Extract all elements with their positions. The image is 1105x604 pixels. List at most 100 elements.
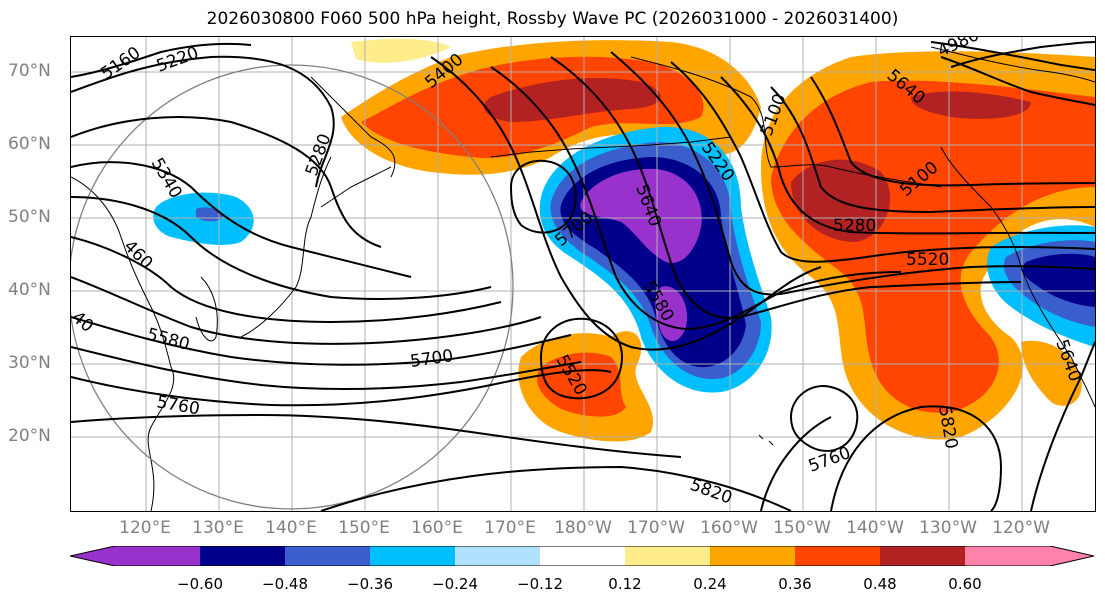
contour-ridge-e-4 — [1030, 341, 1095, 511]
contour-5520-w — [71, 276, 542, 345]
reference-circle — [71, 64, 514, 510]
map-panel[interactable]: 5160 5220 4980 5100 5640 5280 5400 5220 … — [70, 36, 1096, 512]
colorbar-tick: −0.12 — [517, 575, 563, 593]
coast-kurils — [320, 166, 392, 208]
lon-label-180w: 180°W — [554, 518, 612, 538]
contour-trough-2 — [490, 66, 902, 331]
coast-asia — [71, 176, 175, 511]
contour-closed-low — [539, 317, 623, 400]
contour-ridge-e-1 — [830, 405, 1003, 511]
contour-trough-6 — [720, 76, 1095, 235]
colorbar-tick: 0.36 — [778, 575, 812, 593]
colorbar-segment — [710, 546, 795, 566]
contour-5460 — [71, 236, 502, 324]
contour-trough-4 — [610, 51, 1095, 296]
fill-subtrop-red — [537, 352, 626, 417]
colorbar-segment — [795, 546, 880, 566]
colorbar-segment — [370, 546, 455, 566]
lon-label-150w: 150°W — [773, 518, 831, 538]
contour-5640-w — [71, 346, 582, 390]
colorbar-segment — [455, 546, 540, 566]
contour-5400 — [71, 196, 492, 300]
lon-label-130e: 130°E — [192, 518, 244, 538]
lon-label-120e: 120°E — [119, 518, 171, 538]
lon-label-160w: 160°W — [700, 518, 758, 538]
lat-label-60n: 60°N — [8, 134, 51, 154]
colorbar-tick: 0.60 — [948, 575, 982, 593]
contour-label: 460 — [119, 236, 156, 273]
lat-label-40n: 40°N — [8, 280, 51, 300]
height-contours — [71, 41, 1095, 511]
contour-label: 5760 — [155, 392, 201, 419]
contour-5760 — [71, 413, 682, 458]
contour-trough-5 — [670, 61, 1095, 263]
colorbar-segment — [880, 546, 965, 566]
contour-ridge-e-2 — [789, 385, 859, 452]
contour-5580 — [71, 316, 572, 366]
coast-hawaii — [758, 434, 774, 446]
colorbar-segment — [540, 546, 625, 566]
colorbar — [69, 545, 1095, 567]
contour-label: 40 — [71, 308, 97, 337]
lon-label-130w: 130°W — [919, 518, 977, 538]
contour-trough-7 — [770, 86, 1095, 214]
fill-north-band-darkred — [483, 77, 661, 122]
coast-japan — [240, 156, 332, 338]
graticule — [71, 37, 1095, 511]
lon-label-150e: 150°E — [338, 518, 390, 538]
lon-label-160e: 160°E — [411, 518, 463, 538]
lat-label-30n: 30°N — [8, 353, 51, 373]
coast-kamchatka — [310, 76, 396, 178]
colorbar-tick: −0.24 — [432, 575, 478, 593]
lon-label-120w: 120°W — [992, 518, 1050, 538]
fill-uswest-pos — [1021, 340, 1082, 406]
fill-east-tongue-darkred-2 — [911, 91, 1031, 119]
contour-label: 5280 — [302, 131, 336, 178]
contour-label: 5520 — [906, 250, 949, 270]
coast-korea — [195, 276, 218, 342]
coast-arctic-canada — [930, 46, 1095, 83]
colorbar-segment — [200, 546, 285, 566]
contour-ridge-e-5 — [940, 56, 1095, 106]
lon-label-170e: 170°E — [484, 518, 536, 538]
contour-trough-8 — [810, 76, 1095, 187]
map-canvas: 5160 5220 4980 5100 5640 5280 5400 5220 … — [71, 37, 1095, 511]
fill-neg-purple — [580, 168, 702, 263]
contour-5700 — [71, 369, 612, 407]
colorbar-segment — [625, 546, 710, 566]
colorbar-segment-under — [70, 546, 200, 566]
lon-label-140e: 140°E — [265, 518, 317, 538]
colorbar-segment-over — [965, 546, 1094, 566]
contour-ridge-e-3 — [760, 416, 832, 511]
colorbar-segment — [285, 546, 370, 566]
contour-label: 5820 — [687, 475, 734, 509]
fill-north-band-yellow — [351, 38, 451, 63]
lon-label-170w: 170°W — [627, 518, 685, 538]
contour-closed-low-2 — [509, 159, 577, 234]
contour-5220 — [71, 55, 335, 188]
contour-5820 — [320, 465, 792, 511]
colorbar-tick: 0.12 — [608, 575, 642, 593]
contour-label: 5160 — [97, 43, 144, 84]
contour-4980 — [950, 41, 1095, 68]
colorbar-tick: 0.48 — [863, 575, 897, 593]
contour-5340 — [71, 161, 412, 278]
anomaly-fills — [153, 38, 1095, 442]
colorbar-tick: −0.36 — [347, 575, 393, 593]
coast-aleutians — [490, 136, 732, 158]
contour-5280-w — [71, 116, 382, 248]
colorbar-tick: −0.48 — [262, 575, 308, 593]
contour-5160 — [71, 42, 252, 78]
contour-label: 5700 — [409, 346, 455, 372]
contour-label: 5280 — [833, 216, 876, 236]
lat-label-20n: 20°N — [8, 426, 51, 446]
lon-label-140w: 140°W — [846, 518, 904, 538]
colorbar-tick: 0.24 — [693, 575, 727, 593]
lat-label-50n: 50°N — [8, 207, 51, 227]
contour-label: 5580 — [145, 325, 192, 356]
colorbar-svg — [69, 545, 1095, 567]
lat-label-70n: 70°N — [8, 61, 51, 81]
contour-ridge-e-6 — [930, 41, 1095, 71]
colorbar-tick: −0.60 — [177, 575, 223, 593]
map-title: 2026030800 F060 500 hPa height, Rossby W… — [206, 9, 899, 29]
